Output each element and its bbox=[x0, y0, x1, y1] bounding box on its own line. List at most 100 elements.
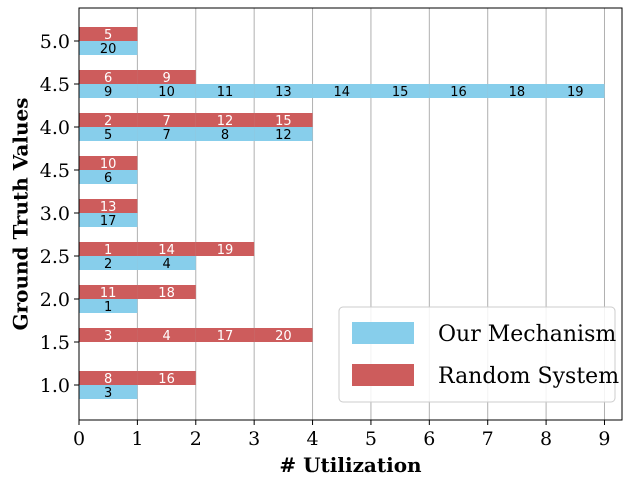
bar-segment bbox=[79, 299, 138, 313]
bar-segment bbox=[137, 242, 196, 256]
bar-segment bbox=[79, 285, 138, 299]
bar-segment bbox=[487, 84, 547, 98]
bar-segment-label: 12 bbox=[217, 114, 234, 129]
bar-segment-label: 16 bbox=[158, 372, 175, 387]
bar-segment-label: 7 bbox=[162, 114, 170, 129]
bar-segment-label: 14 bbox=[158, 243, 175, 258]
bar-segment-label: 11 bbox=[217, 85, 234, 100]
bar-segment bbox=[79, 256, 138, 270]
x-tick-label-8: 8 bbox=[540, 428, 552, 450]
bar-segment bbox=[137, 70, 196, 84]
bar-segment bbox=[79, 170, 138, 184]
bar-segment bbox=[79, 213, 138, 227]
bar-segment-label: 4 bbox=[162, 257, 170, 272]
bar-segment-label: 4 bbox=[162, 329, 170, 344]
bar-segment bbox=[370, 84, 430, 98]
bar-segment-label: 10 bbox=[158, 85, 175, 100]
bar-segment-label: 15 bbox=[392, 85, 409, 100]
bar-segment bbox=[254, 113, 313, 127]
y-axis-title: Ground Truth Values bbox=[9, 98, 33, 331]
x-tick-label-0: 0 bbox=[73, 428, 85, 450]
y-tick-label-5: 4.5 bbox=[40, 160, 70, 182]
bar-segment bbox=[79, 371, 138, 385]
bar-segment-label: 9 bbox=[162, 71, 170, 86]
bar-segment-label: 2 bbox=[104, 114, 112, 129]
y-tick-label-1: 1.5 bbox=[40, 332, 70, 354]
bar-segment bbox=[137, 256, 196, 270]
plot-frame bbox=[78, 7, 623, 421]
bar-segment bbox=[79, 27, 138, 41]
y-tick-label-2: 2.0 bbox=[40, 289, 70, 311]
bar-segment bbox=[195, 328, 255, 342]
bar-segment-label: 10 bbox=[100, 157, 117, 172]
bar-segment bbox=[137, 328, 196, 342]
y-tick-label-4: 3.0 bbox=[40, 203, 70, 225]
bar-segment-label: 18 bbox=[509, 85, 526, 100]
bar-segment bbox=[79, 385, 138, 399]
bar-segment-label: 19 bbox=[567, 85, 584, 100]
bar-segment bbox=[79, 328, 138, 342]
legend-swatch-our-mechanism bbox=[352, 322, 414, 344]
bar-segment-label: 9 bbox=[104, 85, 112, 100]
bar-segment-label: 5 bbox=[104, 128, 112, 143]
bar-segment bbox=[79, 199, 138, 213]
bar-segment-label: 14 bbox=[333, 85, 350, 100]
x-tick-label-4: 4 bbox=[307, 428, 319, 450]
bar-segment-label: 8 bbox=[221, 128, 229, 143]
bar-segment-label: 2 bbox=[104, 257, 112, 272]
bar-segment-label: 20 bbox=[275, 329, 292, 344]
bar-segment-label: 1 bbox=[104, 243, 112, 258]
bar-segment bbox=[254, 328, 313, 342]
bar-segment-label: 19 bbox=[217, 243, 234, 258]
bar-segment bbox=[546, 84, 605, 98]
x-tick-label-5: 5 bbox=[365, 428, 377, 450]
x-tick-label-2: 2 bbox=[190, 428, 202, 450]
bar-segment bbox=[79, 156, 138, 170]
bar-segment bbox=[79, 84, 138, 98]
bar-segment bbox=[195, 127, 255, 141]
axes: 0 1 2 3 4 5 6 7 8 91.01.52.02.53.04.54.04.55.0 bbox=[40, 31, 611, 450]
bar-segment-label: 7 bbox=[162, 128, 170, 143]
bar-segment bbox=[137, 84, 196, 98]
bar-segment bbox=[79, 70, 138, 84]
bar-segment bbox=[312, 84, 371, 98]
bar-segment bbox=[79, 127, 138, 141]
bar-segment-label: 13 bbox=[275, 85, 292, 100]
bar-segment-label: 20 bbox=[100, 42, 117, 57]
bar-segment bbox=[79, 41, 138, 55]
bar-segment bbox=[137, 113, 196, 127]
bar-segment bbox=[137, 127, 196, 141]
x-axis-title: # Utilization bbox=[279, 453, 422, 477]
y-tick-label-3: 2.5 bbox=[40, 246, 70, 268]
bar-segment bbox=[254, 84, 313, 98]
bar-segment-label: 8 bbox=[104, 372, 112, 387]
legend-swatch-random-system bbox=[352, 364, 414, 386]
bar-segment bbox=[137, 371, 196, 385]
bar-segment-label: 11 bbox=[100, 286, 117, 301]
bar-segment-label: 12 bbox=[275, 128, 292, 143]
x-tick-label-7: 7 bbox=[482, 428, 494, 450]
bar-segment bbox=[254, 127, 313, 141]
y-tick-label-8: 5.0 bbox=[40, 31, 70, 53]
bar-segment-label: 3 bbox=[104, 386, 112, 401]
bar-segment bbox=[429, 84, 488, 98]
legend: Our Mechanism Random System bbox=[338, 306, 619, 403]
x-tick-label-9: 9 bbox=[598, 428, 610, 450]
bar-segment-label: 6 bbox=[104, 71, 112, 86]
bar-segment-label: 15 bbox=[275, 114, 292, 129]
bar-segment bbox=[79, 113, 138, 127]
y-tick-label-6: 4.0 bbox=[40, 117, 70, 139]
bar-segment-label: 17 bbox=[100, 214, 117, 229]
bar-segment-label: 13 bbox=[100, 200, 117, 215]
bar-segment bbox=[137, 285, 196, 299]
x-tick-label-6: 6 bbox=[423, 428, 435, 450]
bar-segment bbox=[195, 84, 255, 98]
legend-label-random-system: Random System bbox=[438, 364, 619, 389]
bar-segment bbox=[195, 113, 255, 127]
bar-segment bbox=[79, 242, 138, 256]
y-tick-label-7: 4.5 bbox=[40, 74, 70, 96]
bar-segment-label: 16 bbox=[450, 85, 467, 100]
bar-segment-label: 6 bbox=[104, 171, 112, 186]
